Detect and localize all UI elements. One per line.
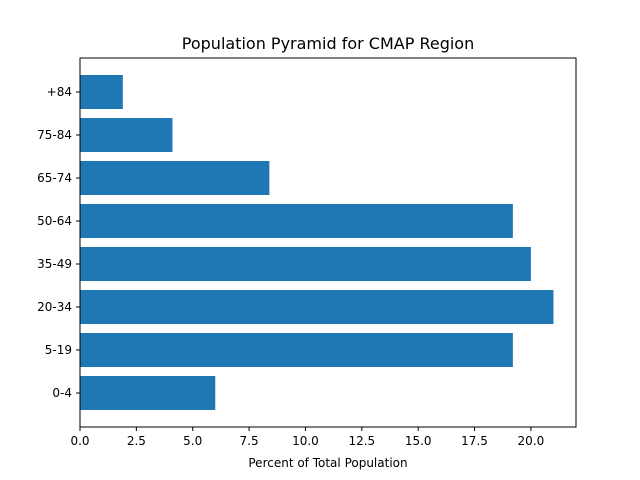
- x-axis-ticks: 0.0 2.5 5.0 7.5 10.0 12.5 15.0 17.5 20.0: [70, 427, 544, 448]
- y-axis-ticks: 0-4 5-19 20-34 35-49 50-64 65-74 75-84 +84: [37, 85, 80, 400]
- y-tick-label: 50-64: [37, 214, 72, 228]
- x-tick-label: 20.0: [518, 434, 545, 448]
- x-tick-label: 5.0: [183, 434, 202, 448]
- plot-frame: [79, 57, 577, 428]
- bar-65-74: [80, 161, 270, 195]
- bar-75-84: [80, 118, 173, 152]
- x-tick-label: 10.0: [292, 434, 319, 448]
- chart-title: Population Pyramid for CMAP Region: [182, 34, 474, 53]
- x-tick-label: 7.5: [240, 434, 259, 448]
- bar-0-4: [80, 376, 216, 410]
- y-tick-label: 35-49: [37, 257, 72, 271]
- y-tick-label: 75-84: [37, 128, 72, 142]
- y-tick-label: 0-4: [52, 386, 72, 400]
- x-tick-label: 17.5: [461, 434, 488, 448]
- bar-35-49: [80, 247, 531, 281]
- x-tick-label: 12.5: [348, 434, 375, 448]
- y-tick-label: 65-74: [37, 171, 72, 185]
- y-tick-label: +84: [47, 85, 72, 99]
- x-tick-label: 2.5: [127, 434, 146, 448]
- x-tick-label: 15.0: [405, 434, 432, 448]
- bar-50-64: [80, 204, 513, 238]
- bars-group: [80, 75, 554, 410]
- bar-20-34: [80, 290, 554, 324]
- bar-+84: [80, 75, 123, 109]
- y-tick-label: 20-34: [37, 300, 72, 314]
- x-axis-label: Percent of Total Population: [248, 456, 407, 470]
- y-tick-label: 5-19: [45, 343, 72, 357]
- x-tick-label: 0.0: [70, 434, 89, 448]
- bar-5-19: [80, 333, 513, 367]
